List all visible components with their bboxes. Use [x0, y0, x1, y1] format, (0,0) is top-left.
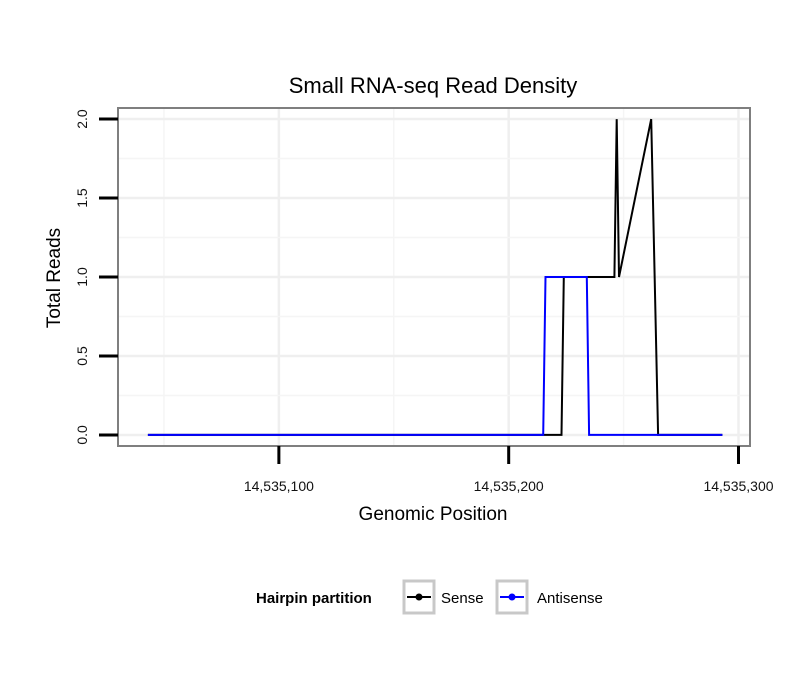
- y-tick-label: 1.5: [74, 188, 90, 208]
- legend-label: Sense: [441, 590, 484, 607]
- y-tick-label: 2.0: [74, 109, 90, 129]
- y-tick-label: 1.0: [74, 267, 90, 287]
- legend: Hairpin partition Sense Antisense: [256, 579, 603, 615]
- axes: 14,535,100 14,535,200 14,535,300 0.0 0.5 1.0 1…: [74, 109, 774, 494]
- x-tick-label: 14,535,100: [244, 478, 314, 494]
- chart-title: Small RNA-seq Read Density: [289, 73, 578, 98]
- x-axis-title: Genomic Position: [359, 504, 508, 525]
- legend-key-point: [415, 593, 423, 601]
- x-tick-label: 14,535,300: [703, 478, 773, 494]
- legend-key-point: [508, 593, 516, 601]
- legend-label: Antisense: [537, 590, 603, 607]
- x-tick-label: 14,535,200: [474, 478, 544, 494]
- series-line-sense: [147, 118, 723, 436]
- series-group: [147, 118, 723, 436]
- series-line-antisense: [147, 276, 723, 436]
- y-tick-label: 0.5: [74, 346, 90, 366]
- legend-title: Hairpin partition: [256, 590, 372, 607]
- y-tick-label: 0.0: [74, 425, 90, 445]
- y-axis-title: Total Reads: [44, 228, 65, 328]
